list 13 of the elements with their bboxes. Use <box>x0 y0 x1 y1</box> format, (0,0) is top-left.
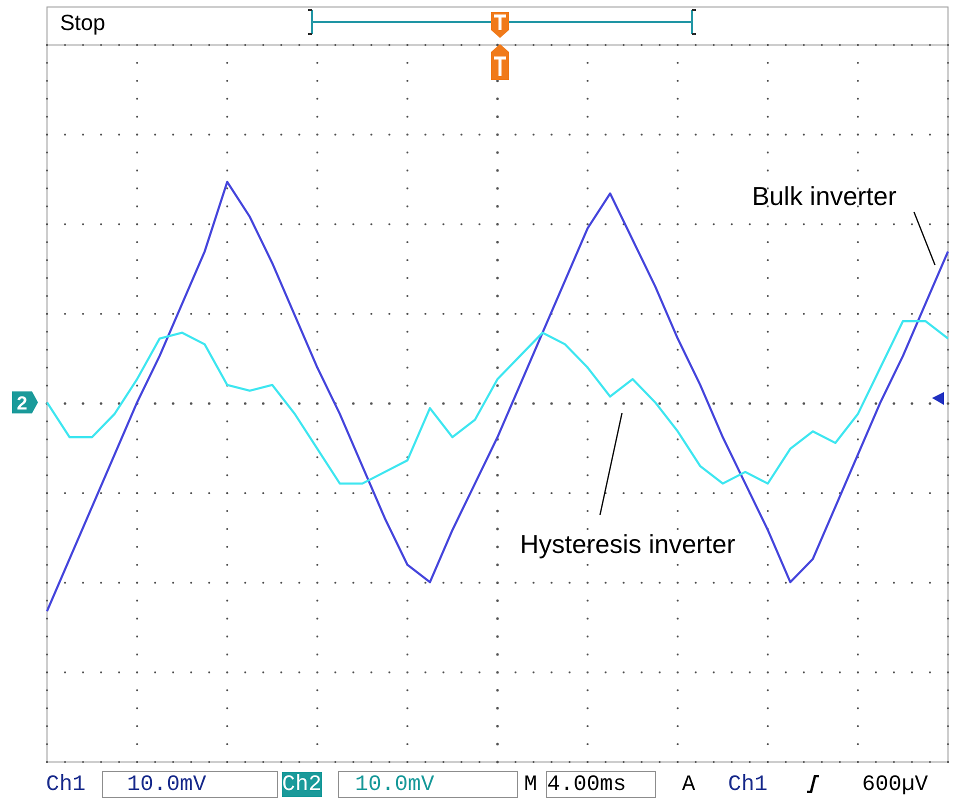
text: Bulk inverter <box>752 181 897 211</box>
text: Ch1 <box>728 772 768 796</box>
text: 4.00ms <box>546 770 656 798</box>
text: Ch2 <box>282 772 322 796</box>
text: A <box>682 772 696 796</box>
text: Ch1 <box>46 772 86 796</box>
text: 10.0mV <box>102 770 278 798</box>
text: 2 <box>16 393 28 414</box>
series-label: Hysteresis inverter <box>520 529 736 559</box>
text: 600µV <box>862 772 928 796</box>
text: M <box>524 772 538 796</box>
text: 10.0mV <box>338 770 518 798</box>
text: Stop <box>60 10 106 35</box>
